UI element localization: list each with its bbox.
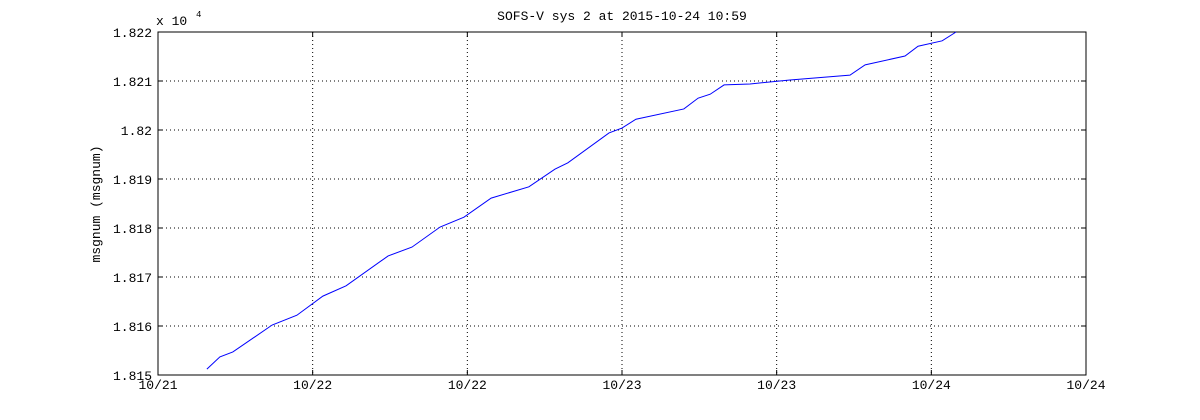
plot-frame [157,31,1087,376]
y-tick-label: 1.817 [113,271,152,286]
x-tick-label: 10/24 [1066,378,1105,393]
x-tick-label: 10/21 [138,378,177,393]
chart-title: SOFS-V sys 2 at 2015-10-24 10:59 [497,9,747,24]
y-multiplier-base: x 10 [156,14,187,29]
x-tick-label: 10/23 [602,378,641,393]
y-tick-label: 1.821 [113,75,152,90]
y-axis-label: msgnum (msgnum) [89,145,104,262]
y-tick-label: 1.82 [121,124,152,139]
y-tick-label: 1.816 [113,320,152,335]
y-multiplier-exponent: 4 [196,10,201,20]
x-tick-label: 10/22 [293,378,332,393]
data-line [206,31,957,370]
x-tick-label: 10/22 [448,378,487,393]
x-tick-label: 10/23 [757,378,796,393]
y-tick-label: 1.822 [113,26,152,41]
y-tick-label: 1.815 [113,369,152,384]
y-tick-label: 1.819 [113,173,152,188]
y-tick-label: 1.818 [113,222,152,237]
x-tick-label: 10/24 [912,378,951,393]
